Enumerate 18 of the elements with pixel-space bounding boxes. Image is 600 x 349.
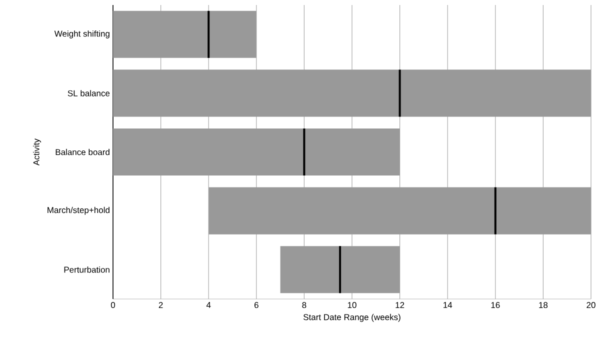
y-tick-label: Perturbation — [64, 266, 110, 273]
x-tick-label: 20 — [586, 302, 596, 308]
x-tick-label: 16 — [491, 302, 500, 308]
x-tick-label: 18 — [539, 302, 548, 308]
x-tick-label: 14 — [444, 302, 452, 308]
x-tick-label: 4 — [206, 302, 211, 308]
x-tick-label: 2 — [158, 302, 163, 308]
x-tick-label: 0 — [110, 302, 116, 308]
y-tick-label: SL balance — [68, 90, 110, 96]
y-axis-title: Activity — [33, 138, 42, 166]
x-tick-label: 6 — [254, 302, 258, 308]
y-tick-label: March/step+hold — [48, 206, 110, 215]
x-tick-label: 12 — [396, 302, 404, 308]
x-tick-label: 8 — [302, 302, 306, 308]
y-tick-label: Weight shifting — [54, 30, 110, 38]
y-tick-label: Balance board — [56, 148, 110, 156]
x-tick-label: 10 — [348, 302, 356, 308]
x-axis-title: Start Date Range (weeks) — [304, 314, 400, 322]
